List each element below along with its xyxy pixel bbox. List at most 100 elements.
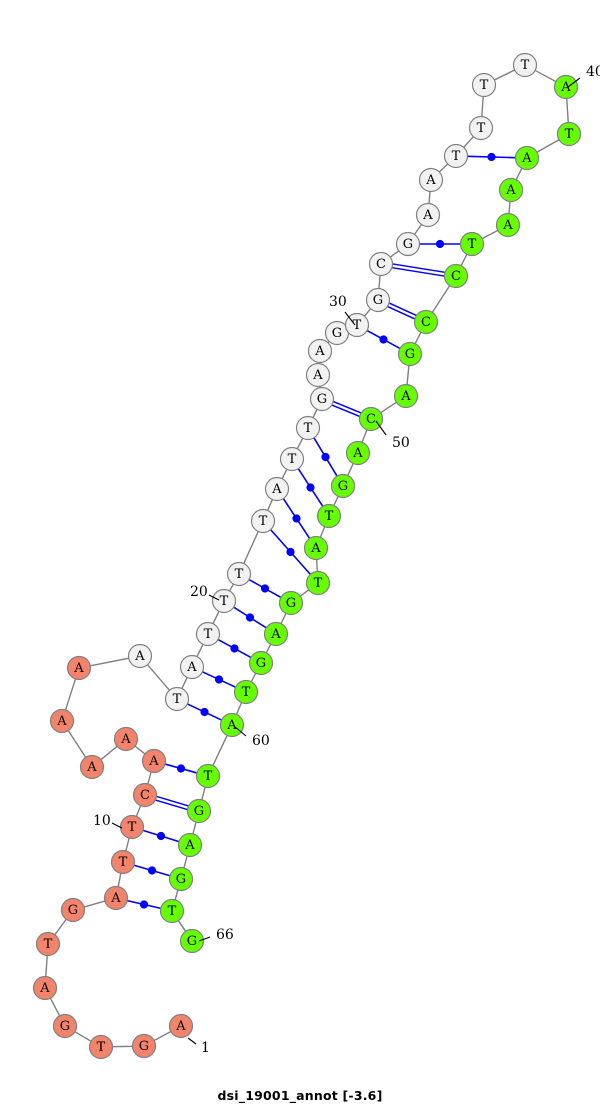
base-node[interactable]: C bbox=[413, 309, 439, 335]
base-circle[interactable] bbox=[512, 52, 538, 78]
base-node[interactable]: A bbox=[345, 440, 371, 466]
base-node[interactable]: G bbox=[248, 650, 274, 676]
base-circle[interactable] bbox=[264, 476, 290, 502]
base-node[interactable]: A bbox=[498, 177, 524, 203]
base-circle[interactable] bbox=[32, 975, 58, 1001]
base-circle[interactable] bbox=[553, 74, 579, 100]
base-circle[interactable] bbox=[113, 726, 139, 752]
base-node[interactable]: A bbox=[66, 655, 92, 681]
base-circle[interactable] bbox=[358, 406, 384, 432]
base-circle[interactable] bbox=[127, 643, 153, 669]
base-node[interactable]: T bbox=[556, 121, 582, 147]
base-node[interactable]: G bbox=[52, 1013, 78, 1039]
base-node[interactable]: A bbox=[219, 712, 245, 738]
base-circle[interactable] bbox=[365, 287, 391, 313]
base-circle[interactable] bbox=[233, 679, 259, 705]
base-circle[interactable] bbox=[211, 588, 237, 614]
base-node[interactable]: A bbox=[79, 754, 105, 780]
base-circle[interactable] bbox=[307, 338, 333, 364]
base-node[interactable]: T bbox=[316, 503, 342, 529]
base-node[interactable]: T bbox=[459, 231, 485, 257]
base-node[interactable]: T bbox=[443, 143, 469, 169]
base-node[interactable]: T bbox=[250, 508, 276, 534]
base-circle[interactable] bbox=[168, 866, 194, 892]
base-circle[interactable] bbox=[305, 570, 331, 596]
base-node[interactable]: A bbox=[49, 708, 75, 734]
base-circle[interactable] bbox=[279, 446, 305, 472]
base-node[interactable]: A bbox=[264, 476, 290, 502]
base-circle[interactable] bbox=[168, 1013, 194, 1039]
base-circle[interactable] bbox=[103, 885, 129, 911]
base-circle[interactable] bbox=[468, 115, 494, 141]
base-node[interactable]: A bbox=[113, 726, 139, 752]
base-circle[interactable] bbox=[459, 231, 485, 257]
base-node[interactable]: A bbox=[303, 535, 329, 561]
base-node[interactable]: A bbox=[141, 748, 167, 774]
base-circle[interactable] bbox=[263, 621, 289, 647]
base-circle[interactable] bbox=[295, 415, 321, 441]
base-node[interactable]: T bbox=[233, 679, 259, 705]
base-node[interactable]: G bbox=[131, 1033, 157, 1059]
base-circle[interactable] bbox=[226, 561, 252, 587]
base-circle[interactable] bbox=[159, 898, 185, 924]
base-node[interactable]: A bbox=[103, 885, 129, 911]
base-node[interactable]: G bbox=[168, 866, 194, 892]
base-node[interactable]: C bbox=[443, 263, 469, 289]
base-circle[interactable] bbox=[443, 263, 469, 289]
base-node[interactable]: G bbox=[179, 928, 205, 954]
base-node[interactable]: C bbox=[132, 782, 158, 808]
base-node[interactable]: G bbox=[397, 341, 423, 367]
base-circle[interactable] bbox=[443, 143, 469, 169]
base-node[interactable]: A bbox=[168, 1013, 194, 1039]
base-node[interactable]: T bbox=[164, 686, 190, 712]
base-circle[interactable] bbox=[393, 383, 419, 409]
base-node[interactable]: T bbox=[159, 898, 185, 924]
base-circle[interactable] bbox=[278, 590, 304, 616]
base-node[interactable]: A bbox=[127, 643, 153, 669]
base-node[interactable]: G bbox=[330, 473, 356, 499]
base-circle[interactable] bbox=[131, 1033, 157, 1059]
base-node[interactable]: A bbox=[179, 654, 205, 680]
base-node[interactable]: T bbox=[110, 849, 136, 875]
base-node[interactable]: T bbox=[211, 588, 237, 614]
base-node[interactable]: T bbox=[295, 415, 321, 441]
base-circle[interactable] bbox=[248, 650, 274, 676]
base-circle[interactable] bbox=[60, 897, 86, 923]
base-node[interactable]: G bbox=[60, 897, 86, 923]
base-circle[interactable] bbox=[49, 708, 75, 734]
base-node[interactable]: A bbox=[177, 832, 203, 858]
base-circle[interactable] bbox=[88, 1034, 114, 1060]
base-circle[interactable] bbox=[514, 145, 540, 171]
base-node[interactable]: T bbox=[226, 561, 252, 587]
base-circle[interactable] bbox=[164, 686, 190, 712]
base-circle[interactable] bbox=[52, 1013, 78, 1039]
base-circle[interactable] bbox=[179, 928, 205, 954]
base-circle[interactable] bbox=[413, 309, 439, 335]
base-node[interactable]: A bbox=[393, 383, 419, 409]
base-node[interactable]: G bbox=[186, 798, 212, 824]
base-node[interactable]: T bbox=[195, 621, 221, 647]
base-circle[interactable] bbox=[415, 202, 441, 228]
base-circle[interactable] bbox=[556, 121, 582, 147]
base-node[interactable]: T bbox=[279, 446, 305, 472]
base-circle[interactable] bbox=[330, 473, 356, 499]
base-node[interactable]: G bbox=[309, 386, 335, 412]
base-node[interactable]: A bbox=[418, 167, 444, 193]
base-circle[interactable] bbox=[418, 167, 444, 193]
base-node[interactable]: A bbox=[32, 975, 58, 1001]
base-circle[interactable] bbox=[316, 503, 342, 529]
base-node[interactable]: A bbox=[495, 212, 521, 238]
base-circle[interactable] bbox=[186, 798, 212, 824]
base-circle[interactable] bbox=[177, 832, 203, 858]
base-circle[interactable] bbox=[110, 849, 136, 875]
base-circle[interactable] bbox=[219, 712, 245, 738]
base-node[interactable]: T bbox=[119, 814, 145, 840]
base-node[interactable]: T bbox=[305, 570, 331, 596]
base-circle[interactable] bbox=[471, 72, 497, 98]
base-node[interactable]: G bbox=[395, 231, 421, 257]
base-node[interactable]: T bbox=[468, 115, 494, 141]
base-node[interactable]: A bbox=[553, 74, 579, 100]
base-circle[interactable] bbox=[141, 748, 167, 774]
base-circle[interactable] bbox=[132, 782, 158, 808]
base-circle[interactable] bbox=[66, 655, 92, 681]
